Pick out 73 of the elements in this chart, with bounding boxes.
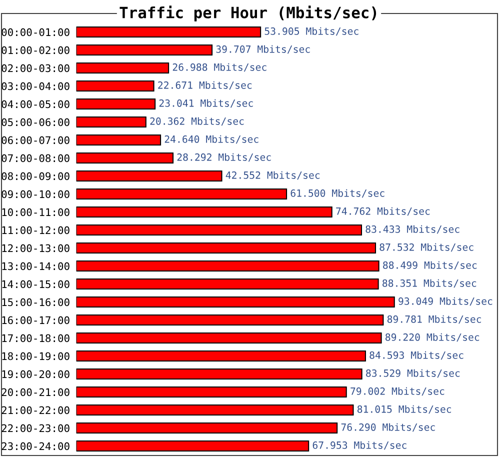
y-tick-label: 19:00-20:00 — [2, 370, 70, 378]
bar — [76, 152, 174, 164]
data-label: 24.640 Mbits/sec — [164, 135, 258, 144]
y-tick-label: 04:00-05:00 — [2, 100, 70, 108]
data-label: 74.762 Mbits/sec — [336, 207, 430, 216]
y-tick-label: 18:00-19:00 — [2, 352, 70, 360]
data-label: 87.532 Mbits/sec — [380, 243, 474, 252]
y-tick-label: 01:00-02:00 — [2, 46, 70, 54]
bar — [76, 26, 262, 38]
data-label: 88.351 Mbits/sec — [382, 279, 476, 288]
bar — [76, 440, 310, 452]
data-label: 42.552 Mbits/sec — [226, 171, 320, 180]
data-label: 61.500 Mbits/sec — [290, 189, 384, 198]
data-label: 89.220 Mbits/sec — [386, 333, 480, 342]
bar — [76, 296, 395, 308]
bar — [76, 332, 382, 344]
bar — [76, 206, 332, 218]
data-label: 93.049 Mbits/sec — [398, 297, 492, 306]
y-tick-label: 23:00-24:00 — [2, 442, 70, 450]
y-tick-label: 16:00-17:00 — [2, 316, 70, 324]
bar — [76, 116, 146, 128]
y-tick-label: 17:00-18:00 — [2, 334, 70, 342]
data-label: 28.292 Mbits/sec — [177, 153, 271, 162]
y-tick-label: 05:00-06:00 — [2, 118, 70, 126]
y-tick-label: 00:00-01:00 — [2, 28, 70, 36]
y-tick-label: 10:00-11:00 — [2, 208, 70, 216]
data-label: 39.707 Mbits/sec — [216, 45, 310, 54]
y-tick-label: 14:00-15:00 — [2, 280, 70, 288]
bar — [76, 314, 384, 326]
data-label: 76.290 Mbits/sec — [341, 423, 435, 432]
data-label: 23.041 Mbits/sec — [159, 99, 253, 108]
data-label: 83.529 Mbits/sec — [366, 369, 460, 378]
data-label: 79.002 Mbits/sec — [350, 387, 444, 396]
bar — [76, 134, 162, 146]
y-tick-label: 21:00-22:00 — [2, 406, 70, 414]
bar — [76, 44, 213, 56]
bar — [76, 62, 170, 74]
bar — [76, 80, 154, 92]
bar — [76, 224, 362, 236]
y-tick-label: 20:00-21:00 — [2, 388, 70, 396]
bar — [76, 170, 222, 182]
bar — [76, 404, 354, 416]
y-tick-label: 11:00-12:00 — [2, 226, 70, 234]
y-tick-label: 22:00-23:00 — [2, 424, 70, 432]
data-label: 84.593 Mbits/sec — [370, 351, 464, 360]
y-tick-label: 12:00-13:00 — [2, 244, 70, 252]
data-label: 53.905 Mbits/sec — [264, 27, 358, 36]
bar — [76, 242, 376, 254]
data-label: 26.988 Mbits/sec — [172, 63, 266, 72]
data-label: 81.015 Mbits/sec — [357, 405, 451, 414]
data-label: 22.671 Mbits/sec — [158, 81, 252, 90]
data-label: 67.953 Mbits/sec — [312, 441, 406, 450]
bar — [76, 278, 379, 290]
y-tick-label: 13:00-14:00 — [2, 262, 70, 270]
bar — [76, 386, 347, 398]
bar — [76, 98, 156, 110]
bar — [76, 188, 288, 200]
bar — [76, 350, 366, 362]
bar — [76, 422, 338, 434]
bar — [76, 368, 362, 380]
data-label: 20.362 Mbits/sec — [150, 117, 244, 126]
y-tick-label: 03:00-04:00 — [2, 82, 70, 90]
y-tick-label: 09:00-10:00 — [2, 190, 70, 198]
y-tick-label: 02:00-03:00 — [2, 64, 70, 72]
chart-title: Traffic per Hour (Mbits/sec) — [120, 6, 376, 22]
data-label: 83.433 Mbits/sec — [366, 225, 460, 234]
y-tick-label: 15:00-16:00 — [2, 298, 70, 306]
y-tick-label: 08:00-09:00 — [2, 172, 70, 180]
data-label: 89.781 Mbits/sec — [387, 315, 481, 324]
bar — [76, 260, 380, 272]
data-label: 88.499 Mbits/sec — [383, 261, 477, 270]
y-tick-label: 07:00-08:00 — [2, 154, 70, 162]
y-tick-label: 06:00-07:00 — [2, 136, 70, 144]
